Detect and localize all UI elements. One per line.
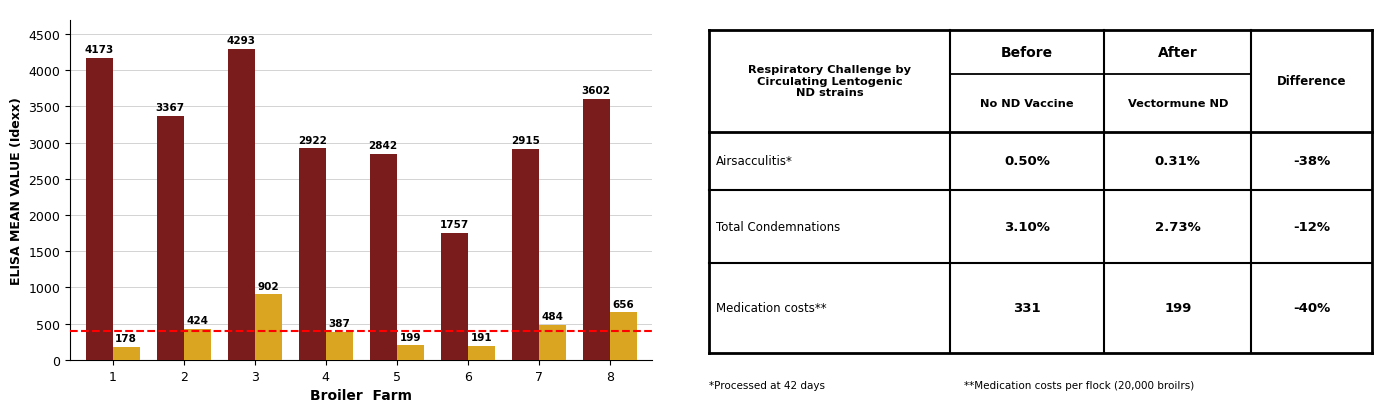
Text: Vectormune ND: Vectormune ND xyxy=(1127,99,1228,109)
Text: Respiratory Challenge by
Circulating Lentogenic
ND strains: Respiratory Challenge by Circulating Len… xyxy=(748,65,911,98)
Bar xyxy=(441,233,468,360)
Text: -40%: -40% xyxy=(1294,302,1330,315)
Text: -38%: -38% xyxy=(1294,155,1330,168)
Bar xyxy=(255,295,281,360)
Text: -12%: -12% xyxy=(1294,220,1330,233)
Bar xyxy=(582,100,609,360)
Text: 1757: 1757 xyxy=(440,220,469,229)
Bar xyxy=(228,50,255,360)
Text: 191: 191 xyxy=(470,333,491,342)
Text: 656: 656 xyxy=(612,299,634,309)
Bar xyxy=(298,149,326,360)
Text: Before: Before xyxy=(1001,46,1053,60)
Bar xyxy=(468,346,494,360)
Text: 387: 387 xyxy=(328,318,350,328)
Text: 3367: 3367 xyxy=(155,103,185,113)
Text: 4173: 4173 xyxy=(84,45,113,55)
Text: **Medication costs per flock (20,000 broilrs): **Medication costs per flock (20,000 bro… xyxy=(963,380,1194,390)
Text: 2915: 2915 xyxy=(511,136,539,146)
Text: 3602: 3602 xyxy=(581,86,610,96)
Text: 178: 178 xyxy=(115,333,137,344)
Text: 2.73%: 2.73% xyxy=(1155,220,1201,233)
Text: 199: 199 xyxy=(1165,302,1191,315)
Bar xyxy=(370,155,396,360)
Text: 902: 902 xyxy=(258,281,279,291)
Text: No ND Vaccine: No ND Vaccine xyxy=(980,99,1074,109)
Text: 0.50%: 0.50% xyxy=(1004,155,1050,168)
Bar xyxy=(112,347,140,360)
Text: 331: 331 xyxy=(1014,302,1042,315)
Bar xyxy=(511,149,539,360)
Bar xyxy=(183,329,210,360)
Text: Total Condemnations: Total Condemnations xyxy=(715,220,840,233)
Text: 2842: 2842 xyxy=(368,141,398,151)
Text: Difference: Difference xyxy=(1277,75,1347,88)
Text: 2922: 2922 xyxy=(298,135,326,145)
Text: 484: 484 xyxy=(542,311,563,321)
Text: Airsacculitis*: Airsacculitis* xyxy=(715,155,792,168)
Y-axis label: ELISA MEAN VALUE (Idexx): ELISA MEAN VALUE (Idexx) xyxy=(10,97,22,284)
Text: After: After xyxy=(1158,46,1197,60)
Bar xyxy=(85,58,112,360)
Text: 3.10%: 3.10% xyxy=(1004,220,1050,233)
Bar xyxy=(539,325,566,360)
Text: 424: 424 xyxy=(186,316,209,326)
Text: 0.31%: 0.31% xyxy=(1155,155,1201,168)
Bar xyxy=(396,346,424,360)
Bar xyxy=(326,332,353,360)
Bar xyxy=(157,117,183,360)
Text: 199: 199 xyxy=(399,332,421,342)
Text: *Processed at 42 days: *Processed at 42 days xyxy=(708,380,825,390)
Bar xyxy=(609,312,637,360)
Text: 4293: 4293 xyxy=(227,36,256,46)
X-axis label: Broiler  Farm: Broiler Farm xyxy=(311,388,412,402)
Text: Medication costs**: Medication costs** xyxy=(715,302,826,315)
